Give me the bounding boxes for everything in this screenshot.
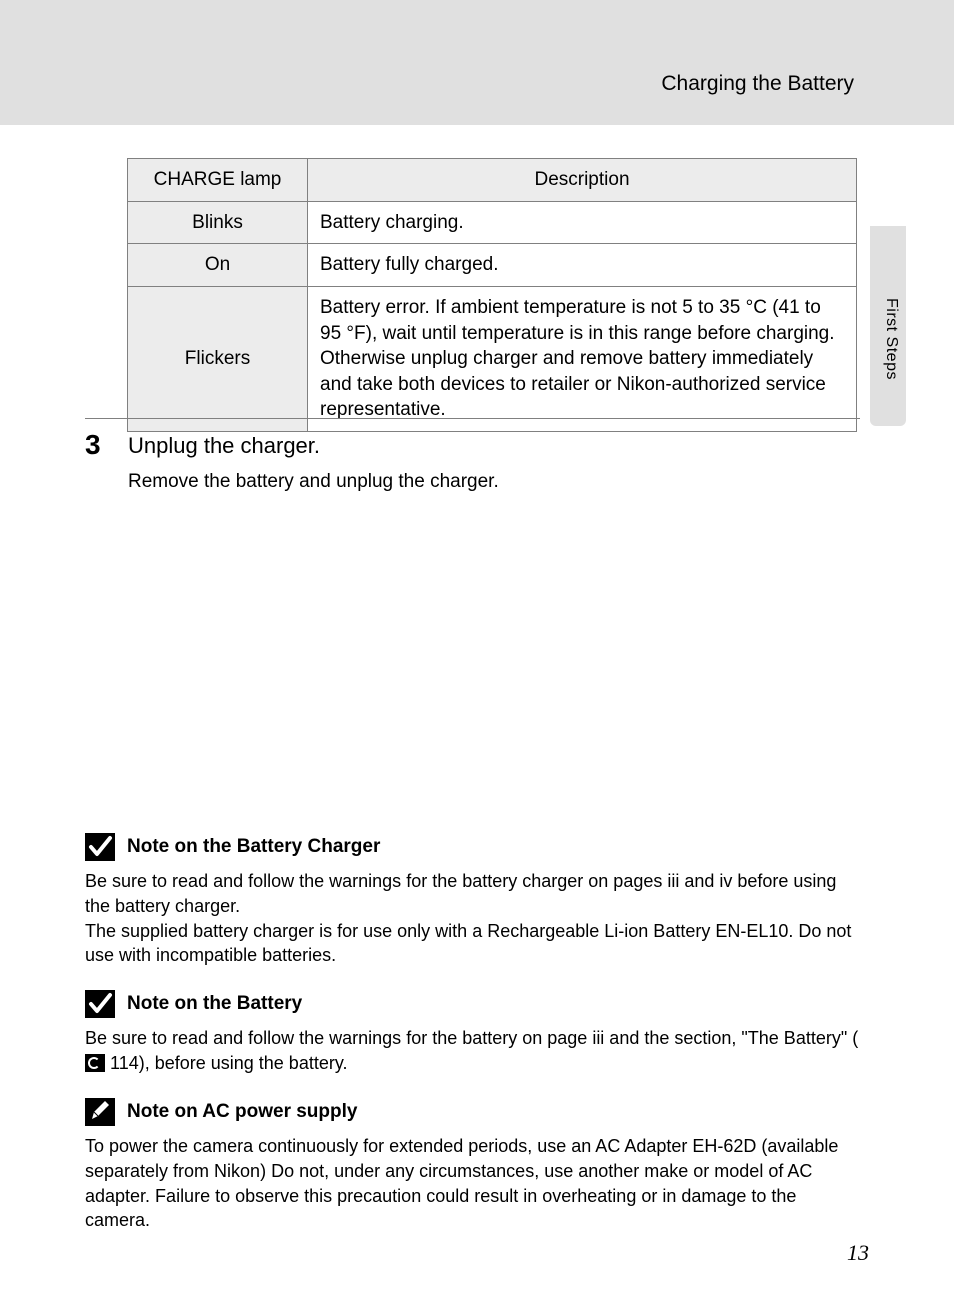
check-icon [85,990,115,1018]
note-body: Be sure to read and follow the warnings … [85,1026,865,1076]
page: Charging the Battery First Steps CHARGE … [0,0,954,1314]
col-header-lamp: CHARGE lamp [128,159,308,202]
cell-lamp: On [128,244,308,287]
section-title: Charging the Battery [661,72,854,96]
note-title: Note on the Battery Charger [127,836,380,858]
step-number: 3 [85,429,101,461]
step-body: Remove the battery and unplug the charge… [128,469,860,496]
cell-desc: Battery fully charged. [308,244,857,287]
charge-lamp-table: CHARGE lamp Description Blinks Battery c… [127,158,857,432]
note-ref-page: 114 [110,1053,139,1073]
note-heading: Note on AC power supply [85,1098,865,1126]
col-header-desc: Description [308,159,857,202]
table-row: On Battery fully charged. [128,244,857,287]
note-body: Be sure to read and follow the warnings … [85,869,865,968]
cell-lamp: Flickers [128,286,308,431]
cell-desc: Battery error. If ambient temperature is… [308,286,857,431]
cell-desc: Battery charging. [308,201,857,244]
step-title: Unplug the charger. [128,433,860,459]
note-text: Be sure to read and follow the warnings … [85,871,836,916]
note-text: Be sure to read and follow the warnings … [85,1028,858,1048]
page-number: 13 [847,1240,869,1266]
pencil-icon [85,1098,115,1126]
note-title: Note on the Battery [127,993,302,1015]
notes-section: Note on the Battery Charger Be sure to r… [85,833,865,1255]
note-body: To power the camera continuously for ext… [85,1134,865,1233]
note-heading: Note on the Battery Charger [85,833,865,861]
table-row: Flickers Battery error. If ambient tempe… [128,286,857,431]
cell-lamp: Blinks [128,201,308,244]
reference-icon [85,1054,105,1072]
note-title: Note on AC power supply [127,1101,357,1123]
note-text: ), before using the battery. [139,1053,348,1073]
header-band [0,0,954,125]
check-icon [85,833,115,861]
note-battery-charger: Note on the Battery Charger Be sure to r… [85,833,865,968]
table-row: Blinks Battery charging. [128,201,857,244]
note-ac-power: Note on AC power supply To power the cam… [85,1098,865,1233]
side-tab-label: First Steps [882,298,900,380]
step-3: 3 Unplug the charger. Remove the battery… [85,418,860,496]
note-heading: Note on the Battery [85,990,865,1018]
note-battery: Note on the Battery Be sure to read and … [85,990,865,1076]
note-text: To power the camera continuously for ext… [85,1136,838,1230]
note-text: The supplied battery charger is for use … [85,921,851,966]
main-content: CHARGE lamp Description Blinks Battery c… [127,158,857,432]
table-header-row: CHARGE lamp Description [128,159,857,202]
